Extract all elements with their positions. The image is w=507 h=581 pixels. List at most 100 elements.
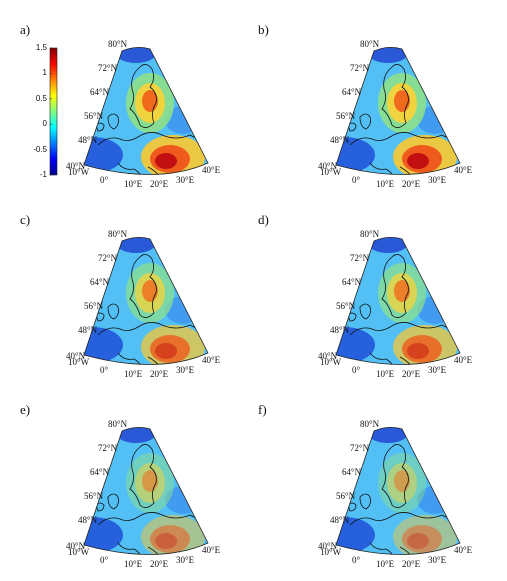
- european-coastline: [349, 512, 460, 526]
- latitude-label: 56°N: [336, 301, 356, 311]
- latitude-label: 72°N: [350, 63, 370, 73]
- mediterranean-coastline: [369, 352, 415, 365]
- map-frame: [335, 427, 461, 555]
- longitude-label: 0°: [100, 555, 109, 565]
- longitude-label: 20°E: [402, 559, 421, 569]
- atlantic-low-blob: [84, 327, 123, 363]
- latitude-label: 40°N: [66, 161, 86, 171]
- longitude-label: 10°E: [376, 179, 395, 189]
- latitude-label: 48°N: [78, 325, 98, 335]
- longitude-label: 20°E: [150, 559, 169, 569]
- longitude-label: 0°: [352, 365, 361, 375]
- longitude-label: 40°E: [454, 545, 473, 555]
- panel-label: d): [258, 212, 269, 227]
- longitude-label: 10°E: [124, 559, 143, 569]
- latitude-label: 40°N: [66, 541, 86, 551]
- latitude-label: 48°N: [330, 325, 350, 335]
- longitude-label: 0°: [100, 175, 109, 185]
- longitude-label: 10°W: [68, 167, 90, 177]
- longitude-label: 10°W: [68, 357, 90, 367]
- map-frame: [83, 47, 209, 175]
- longitude-label: 30°E: [428, 555, 447, 565]
- central-europe-core: [407, 533, 429, 549]
- panel-label: a): [20, 22, 31, 37]
- central-europe-core: [155, 343, 177, 359]
- longitude-label: 10°W: [320, 167, 342, 177]
- european-coastline: [97, 322, 208, 336]
- british-isles-coastline: [347, 493, 371, 512]
- atlantic-low-blob: [84, 517, 123, 553]
- longitude-label: 20°E: [402, 179, 421, 189]
- colorbar-tick-label: 1.5: [35, 43, 47, 52]
- latitude-label: 80°N: [108, 229, 128, 239]
- latitude-label: 64°N: [90, 467, 110, 477]
- latitude-label: 56°N: [84, 111, 104, 121]
- latitude-label: 56°N: [336, 491, 356, 501]
- longitude-label: 0°: [352, 175, 361, 185]
- mediterranean-coastline: [117, 162, 163, 175]
- longitude-label: 0°: [352, 555, 361, 565]
- central-europe-hot: [402, 335, 442, 363]
- atlantic-low-blob: [336, 327, 375, 363]
- longitude-label: 20°E: [402, 369, 421, 379]
- longitude-label: 30°E: [428, 365, 447, 375]
- european-coastline: [97, 512, 208, 526]
- british-isles-coastline: [347, 303, 371, 322]
- longitude-label: 40°E: [454, 165, 473, 175]
- panel-label: b): [258, 22, 269, 37]
- map-frame: [335, 47, 461, 175]
- latitude-label: 48°N: [330, 515, 350, 525]
- longitude-label: 40°E: [202, 545, 221, 555]
- european-coastline: [349, 132, 460, 146]
- longitude-label: 20°E: [150, 369, 169, 379]
- colorbar-tick-label: 1: [42, 68, 47, 78]
- panel-label: c): [20, 212, 31, 227]
- mediterranean-coastline: [117, 542, 163, 555]
- colorbar-tick-label: -1: [39, 170, 47, 179]
- latitude-label: 64°N: [90, 87, 110, 97]
- european-coastline: [97, 132, 208, 146]
- mediterranean-coastline: [117, 352, 163, 365]
- atlantic-low-blob: [84, 137, 123, 173]
- colorbar-tick-label: 0: [42, 119, 47, 129]
- map-frame: [335, 237, 461, 365]
- latitude-label: 80°N: [108, 39, 128, 49]
- scandinavia-coastline: [381, 444, 409, 508]
- central-europe-hot: [150, 525, 190, 553]
- central-europe-core: [407, 343, 429, 359]
- latitude-label: 72°N: [98, 443, 118, 453]
- latitude-label: 72°N: [350, 443, 370, 453]
- latitude-label: 56°N: [336, 111, 356, 121]
- central-europe-hot: [150, 335, 190, 363]
- european-coastline: [349, 322, 460, 336]
- longitude-label: 0°: [100, 365, 109, 375]
- colorbar: [49, 47, 58, 176]
- scandinavia-coastline: [381, 64, 409, 128]
- colorbar-tick-label: 0.5: [35, 93, 47, 103]
- latitude-label: 72°N: [98, 63, 118, 73]
- central-europe-core: [155, 153, 177, 169]
- map-frame: [83, 427, 209, 555]
- panel-label: f): [258, 402, 267, 417]
- longitude-label: 20°E: [150, 179, 169, 189]
- latitude-label: 64°N: [342, 87, 362, 97]
- central-europe-core: [407, 153, 429, 169]
- scandinavia-coastline: [129, 254, 157, 318]
- longitude-label: 10°W: [320, 357, 342, 367]
- latitude-label: 40°N: [66, 351, 86, 361]
- latitude-label: 56°N: [84, 491, 104, 501]
- british-isles-coastline: [95, 303, 119, 322]
- latitude-label: 80°N: [360, 419, 380, 429]
- longitude-label: 30°E: [428, 175, 447, 185]
- longitude-label: 40°E: [454, 355, 473, 365]
- longitude-label: 30°E: [176, 555, 195, 565]
- latitude-label: 80°N: [360, 229, 380, 239]
- latitude-label: 64°N: [90, 277, 110, 287]
- latitude-label: 72°N: [350, 253, 370, 263]
- latitude-label: 64°N: [342, 277, 362, 287]
- latitude-label: 64°N: [342, 467, 362, 477]
- scandinavia-coastline: [129, 64, 157, 128]
- scandinavia-coastline: [381, 254, 409, 318]
- colorbar-tick-label: -0.5: [33, 144, 47, 154]
